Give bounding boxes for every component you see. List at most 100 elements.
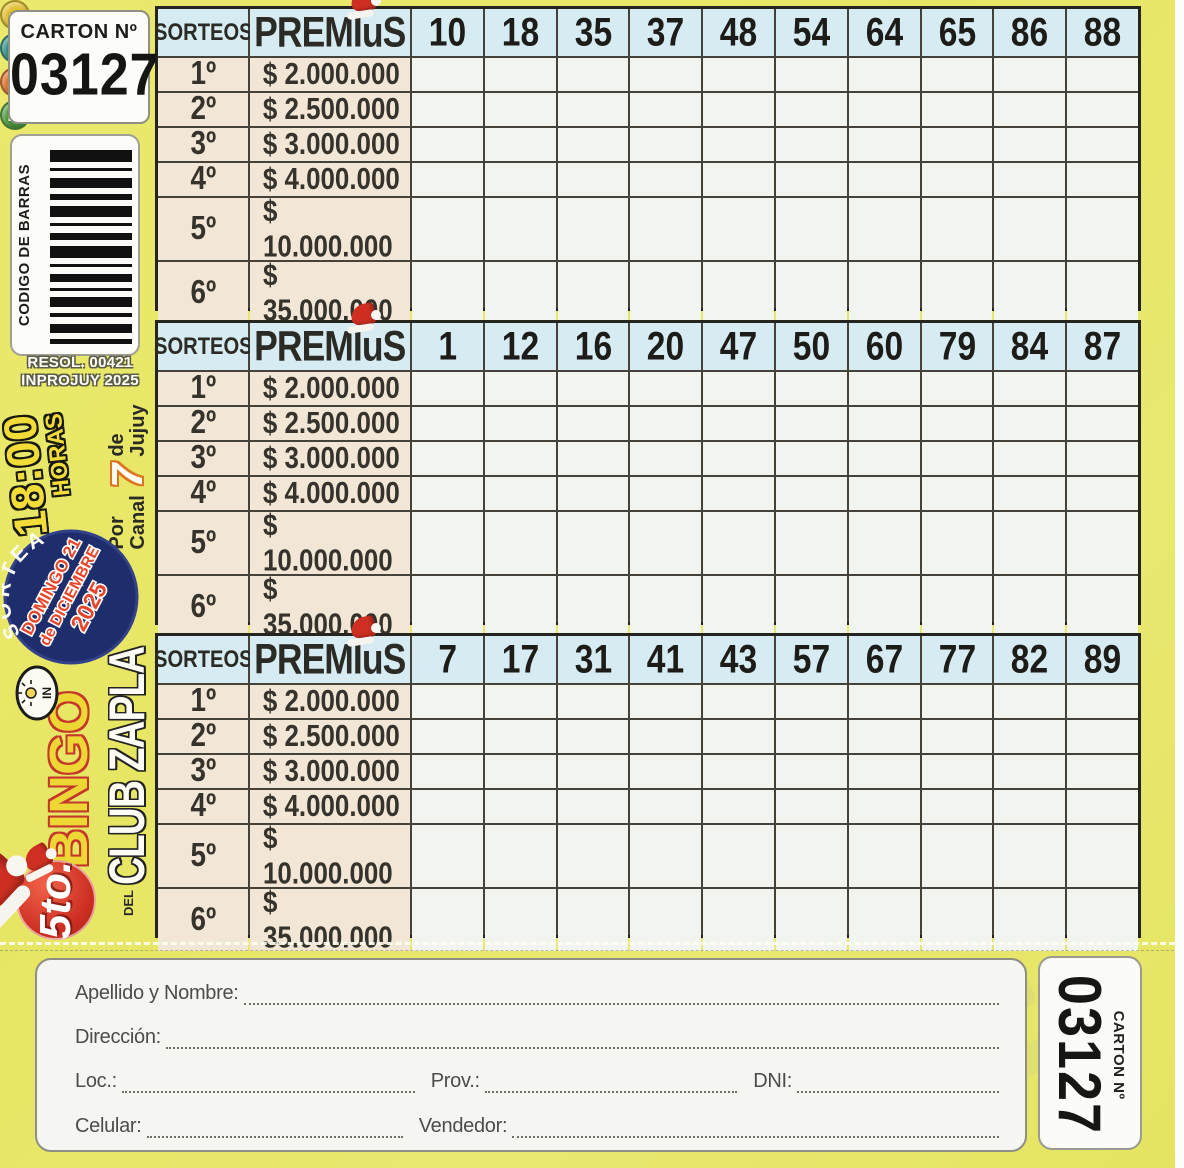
play-cell bbox=[703, 889, 774, 951]
play-cell bbox=[994, 512, 1066, 574]
prize-amount: $ 2.000.000 bbox=[250, 683, 410, 719]
play-cell bbox=[630, 720, 702, 753]
prize-amount-text: $ 3.000.000 bbox=[262, 753, 400, 789]
prize-amount: $ 4.000.000 bbox=[250, 162, 410, 196]
play-cell bbox=[848, 163, 920, 196]
prize-place-text: 2º bbox=[190, 717, 216, 755]
play-cell bbox=[1067, 58, 1138, 91]
play-cell bbox=[848, 93, 920, 126]
play-cell bbox=[630, 442, 702, 475]
play-cell bbox=[703, 198, 774, 260]
field-label-direccion: Dirección: bbox=[75, 1026, 161, 1048]
play-cell bbox=[412, 262, 483, 324]
play-cell bbox=[776, 825, 847, 887]
sorteos-header-text: SORTEOS bbox=[153, 332, 253, 360]
sorteos-header-text: SORTEOS bbox=[153, 18, 253, 46]
play-cell bbox=[703, 825, 774, 887]
buyer-form: Apellido y Nombre: Dirección: Loc.: Prov… bbox=[35, 958, 1027, 1152]
play-cell bbox=[1067, 262, 1138, 324]
draw-number-text: 57 bbox=[792, 636, 831, 682]
draw-number: 20 bbox=[630, 323, 702, 370]
play-cell bbox=[703, 790, 774, 823]
play-cell bbox=[630, 790, 702, 823]
loc-input-line[interactable] bbox=[121, 1077, 415, 1093]
prize-amount-text: $ 2.000.000 bbox=[262, 683, 400, 719]
prize-amount: $ 2.500.000 bbox=[250, 405, 410, 441]
play-cell bbox=[703, 128, 774, 161]
play-cell bbox=[630, 262, 702, 324]
draw-number-text: 7 bbox=[438, 636, 457, 682]
play-cell bbox=[484, 889, 556, 951]
play-cell bbox=[994, 755, 1066, 788]
draw-number: 86 bbox=[994, 9, 1066, 56]
prov-input-line[interactable] bbox=[484, 1077, 738, 1093]
play-cell bbox=[630, 512, 702, 574]
prize-amount: $ 4.000.000 bbox=[250, 789, 410, 823]
prize-place: 3º bbox=[158, 126, 248, 162]
prize-amount-text: $ 2.500.000 bbox=[262, 405, 400, 441]
play-cell bbox=[412, 889, 483, 951]
play-cell bbox=[1067, 128, 1138, 161]
prize-place-text: 4º bbox=[190, 160, 216, 198]
celular-input-line[interactable] bbox=[146, 1122, 403, 1138]
prize-amount-text: $ 2.500.000 bbox=[262, 91, 400, 127]
perforation-line bbox=[0, 942, 1184, 945]
play-cell bbox=[703, 576, 774, 638]
prize-place-text: 2º bbox=[190, 404, 216, 442]
play-cell bbox=[994, 163, 1066, 196]
perforation-line-2 bbox=[0, 950, 1184, 951]
play-cell bbox=[557, 262, 629, 324]
play-cell bbox=[557, 477, 629, 510]
play-cell bbox=[557, 576, 629, 638]
play-cell bbox=[703, 262, 774, 324]
play-cell bbox=[484, 198, 556, 260]
play-cell bbox=[557, 889, 629, 951]
prize-amount: $ 3.000.000 bbox=[250, 127, 410, 161]
prize-table-3: SORTEOS PREMIuS 7 17 31 41 43 57 67 77 82 89 1º $ 2.0… bbox=[154, 615, 1141, 954]
edition-number: 5to. bbox=[31, 860, 81, 940]
draw-number-text: 41 bbox=[647, 636, 685, 682]
draw-number: 7 bbox=[412, 636, 483, 683]
draw-number-text: 64 bbox=[865, 9, 903, 55]
play-cell bbox=[484, 790, 556, 823]
vendedor-input-line[interactable] bbox=[512, 1122, 999, 1138]
play-cell bbox=[776, 442, 847, 475]
barcode-bar bbox=[50, 168, 132, 172]
play-cell bbox=[484, 58, 556, 91]
draw-number-text: 16 bbox=[574, 323, 612, 369]
draw-number: 18 bbox=[484, 9, 556, 56]
draw-number-text: 89 bbox=[1083, 636, 1122, 682]
direccion-input-line[interactable] bbox=[165, 1033, 999, 1049]
play-cell bbox=[1067, 685, 1138, 718]
carton-number-box: CARTON Nº 03127 bbox=[8, 10, 159, 124]
play-cell bbox=[776, 685, 847, 718]
draw-number-text: 17 bbox=[501, 636, 539, 682]
barcode-bar bbox=[50, 150, 132, 162]
prize-place: 6º bbox=[158, 576, 248, 638]
play-cell bbox=[921, 720, 993, 753]
resolution-text: RESOL. 00421 INPROJUY 2025 bbox=[12, 354, 148, 390]
play-cell bbox=[1067, 790, 1138, 823]
dni-input-line[interactable] bbox=[797, 1077, 999, 1093]
play-cell bbox=[994, 685, 1066, 718]
play-cell bbox=[776, 512, 847, 574]
play-cell bbox=[484, 163, 556, 196]
draw-number-text: 43 bbox=[719, 636, 758, 682]
play-cell bbox=[776, 477, 847, 510]
play-cell bbox=[484, 576, 556, 638]
draw-number: 82 bbox=[994, 636, 1066, 683]
play-cell bbox=[484, 407, 556, 440]
field-label-vendedor: Vendedor: bbox=[418, 1115, 508, 1137]
draw-number: 64 bbox=[848, 9, 920, 56]
play-cell bbox=[412, 163, 483, 196]
field-label-dni: DNI: bbox=[753, 1070, 793, 1092]
play-cell bbox=[1067, 163, 1138, 196]
draw-number-text: 79 bbox=[938, 323, 976, 369]
play-cell bbox=[412, 512, 483, 574]
play-cell bbox=[484, 720, 556, 753]
barcode-bar bbox=[50, 313, 132, 318]
play-cell bbox=[994, 442, 1066, 475]
apellido-input-line[interactable] bbox=[243, 989, 999, 1005]
play-cell bbox=[921, 58, 993, 91]
play-cell bbox=[848, 889, 920, 951]
